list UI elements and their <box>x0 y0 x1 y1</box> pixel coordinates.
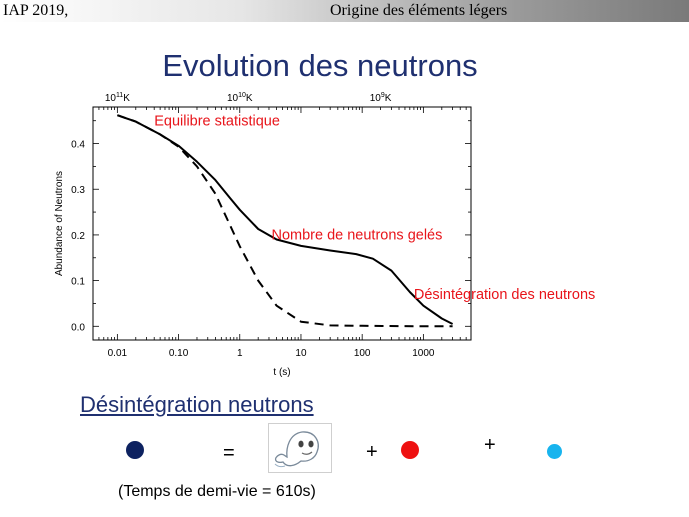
neutrino-dot <box>547 444 562 459</box>
top-axis-label: 1010K <box>227 92 253 104</box>
series-line-2 <box>117 114 453 328</box>
neutron-dot <box>126 441 144 459</box>
y-tick-label: 0.2 <box>71 231 85 242</box>
x-tick-label: 100 <box>354 348 371 359</box>
y-tick-label: 0.1 <box>71 277 85 288</box>
chart-annotation: Equilibre statistique <box>154 113 280 129</box>
y-tick-label: 0.4 <box>71 140 85 151</box>
ghost-icon <box>268 423 332 473</box>
header-bar: IAP 2019, Origine des éléments légers <box>0 0 689 22</box>
page-title: Evolution des neutrons <box>162 48 478 83</box>
plus-sign-2: + <box>484 434 496 456</box>
x-axis-label: t (s) <box>273 367 290 378</box>
header-right-text: Origine des éléments légers <box>330 2 508 19</box>
x-tick-label: 0.10 <box>169 348 189 359</box>
x-tick-label: 1 <box>237 348 243 359</box>
header-left-text: IAP 2019, <box>3 2 69 19</box>
x-tick-label: 1000 <box>412 348 435 359</box>
y-axis-label: Abundance of Neutrons <box>54 171 65 276</box>
plus-sign-1: + <box>366 441 378 463</box>
plot-frame <box>92 106 472 341</box>
y-tick-label: 0.3 <box>71 185 85 196</box>
y-tick-label: 0.0 <box>71 322 85 333</box>
equals-sign: = <box>223 442 235 464</box>
x-tick-label: 10 <box>295 348 307 359</box>
half-life-note: (Temps de demi-vie = 610s) <box>118 483 316 500</box>
top-axis-label: 109K <box>370 92 392 104</box>
proton-dot <box>401 441 419 459</box>
chart-annotation: Nombre de neutrons gelés <box>271 227 442 243</box>
decay-subtitle: Désintégration neutrons <box>80 392 314 417</box>
series-line-1 <box>117 114 454 325</box>
chart-annotation: Désintégration des neutrons <box>414 287 595 303</box>
x-tick-label: 0.01 <box>108 348 128 359</box>
top-axis-label: 1011K <box>105 92 130 104</box>
